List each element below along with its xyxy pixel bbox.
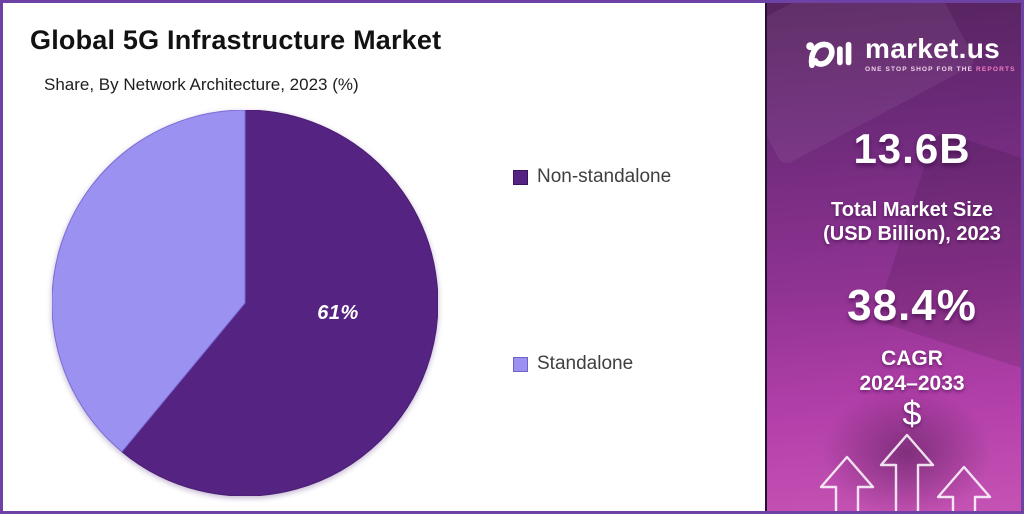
growth-arrows-icon [819,433,992,511]
market-size-label: Total Market Size (USD Billion), 2023 [803,199,1021,246]
cagr-label: CAGR 2024–2033 [803,347,1021,397]
logo-tagline-main: ONE STOP SHOP FOR THE [865,66,974,73]
pie-slice-standalone [52,110,246,453]
market-us-logo-mark-icon [806,41,852,69]
brand-sidebar: market.us ONE STOP SHOP FOR THE REPORTS … [765,3,1021,511]
logo-brand-text: market.us [865,33,1000,64]
legend-label: Standalone [537,353,634,374]
legend-swatch-non-standalone [513,169,528,185]
logo-tagline-accent: REPORTS [976,66,1016,73]
dollar-icon: $ [902,395,922,433]
pie-chart-svg [52,110,438,496]
cagr-value: 38.4% [847,281,977,330]
market-us-logo: market.us ONE STOP SHOP FOR THE REPORTS [805,31,1016,77]
market-size-label-line1: Total Market Size [831,199,993,221]
pie-data-label: 61% [317,302,359,324]
legend-item-standalone: Standalone [513,353,633,375]
page-subtitle: Share, By Network Architecture, 2023 (%) [44,75,359,94]
legend-item-non-standalone: Non-standalone [513,166,671,188]
legend-swatch-standalone [513,356,528,372]
page-title: Global 5G Infrastructure Market [30,25,442,55]
market-size-label-line2: (USD Billion), 2023 [823,222,1001,245]
decorative-shadow-blob [822,388,992,511]
logo-tagline: ONE STOP SHOP FOR THE REPORTS [865,66,1016,73]
pie-slice-non-standalone [121,110,438,496]
legend-label: Non-standalone [537,166,672,187]
pie-chart [52,110,438,496]
cagr-label-line1: CAGR [881,347,943,370]
market-size-value: 13.6B [853,125,971,172]
cagr-label-line2: 2024–2033 [859,371,965,395]
